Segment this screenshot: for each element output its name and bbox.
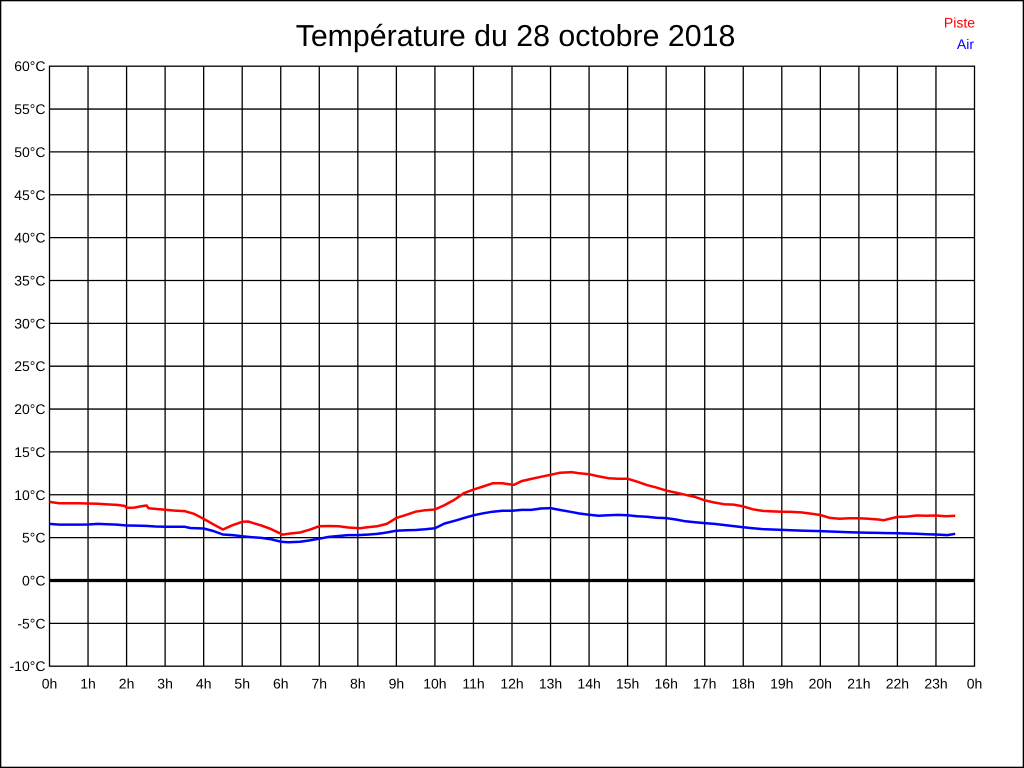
svg-text:-10°C: -10°C (10, 658, 46, 674)
svg-text:14h: 14h (577, 676, 600, 692)
svg-text:7h: 7h (312, 676, 328, 692)
svg-text:20°C: 20°C (14, 401, 45, 417)
svg-text:10h: 10h (423, 676, 446, 692)
svg-text:2h: 2h (119, 676, 135, 692)
svg-text:Température du 28 octobre 2018: Température du 28 octobre 2018 (296, 20, 736, 53)
svg-text:45°C: 45°C (14, 187, 45, 203)
svg-text:16h: 16h (655, 676, 678, 692)
svg-text:Piste: Piste (944, 14, 975, 30)
svg-text:17h: 17h (693, 676, 716, 692)
svg-text:3h: 3h (157, 676, 173, 692)
svg-text:55°C: 55°C (14, 101, 45, 117)
svg-text:15°C: 15°C (14, 444, 45, 460)
svg-text:0h: 0h (967, 676, 983, 692)
svg-text:5°C: 5°C (22, 530, 46, 546)
svg-text:20h: 20h (809, 676, 832, 692)
svg-text:-5°C: -5°C (17, 615, 45, 631)
svg-text:11h: 11h (462, 676, 484, 692)
svg-text:60°C: 60°C (14, 58, 45, 74)
svg-text:13h: 13h (539, 676, 562, 692)
svg-text:23h: 23h (924, 676, 947, 692)
svg-text:10°C: 10°C (14, 487, 45, 503)
svg-text:21h: 21h (847, 676, 870, 692)
svg-text:9h: 9h (389, 676, 405, 692)
svg-text:40°C: 40°C (14, 230, 45, 246)
svg-text:25°C: 25°C (14, 358, 45, 374)
svg-text:5h: 5h (234, 676, 250, 692)
svg-text:6h: 6h (273, 676, 289, 692)
svg-text:Air: Air (957, 36, 974, 52)
svg-text:15h: 15h (616, 676, 639, 692)
svg-text:8h: 8h (350, 676, 366, 692)
svg-text:12h: 12h (500, 676, 523, 692)
svg-text:19h: 19h (770, 676, 793, 692)
svg-text:50°C: 50°C (14, 144, 45, 160)
svg-text:18h: 18h (732, 676, 755, 692)
svg-text:30°C: 30°C (14, 315, 45, 331)
svg-text:0h: 0h (42, 676, 58, 692)
svg-text:22h: 22h (886, 676, 909, 692)
svg-text:4h: 4h (196, 676, 212, 692)
svg-text:0°C: 0°C (22, 573, 46, 589)
svg-text:35°C: 35°C (14, 273, 45, 289)
svg-text:1h: 1h (80, 676, 96, 692)
